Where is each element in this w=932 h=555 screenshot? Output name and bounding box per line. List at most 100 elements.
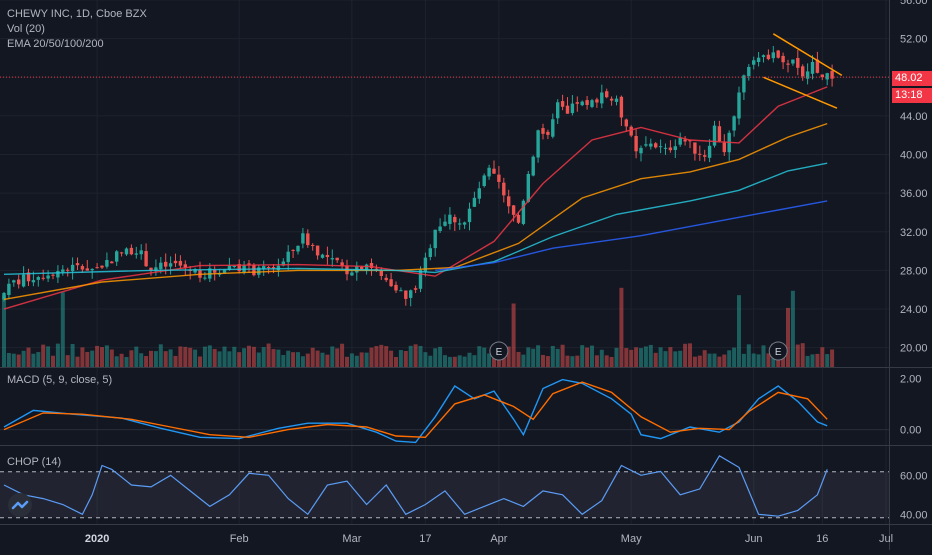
time-axis-label: May xyxy=(621,533,642,545)
candle xyxy=(492,160,496,174)
candle xyxy=(315,245,320,260)
volume-bar xyxy=(85,351,90,367)
volume-bar xyxy=(683,343,688,367)
candle xyxy=(649,138,653,150)
candle-body xyxy=(487,167,491,177)
volume-bar xyxy=(217,351,222,367)
earnings-marker: E xyxy=(768,341,788,361)
candle-body xyxy=(531,156,535,176)
volume-bar xyxy=(183,346,188,367)
candle-body xyxy=(438,226,442,231)
candle xyxy=(786,59,790,73)
pane-background xyxy=(0,446,889,524)
candle xyxy=(154,259,158,276)
candle xyxy=(717,120,722,143)
candle xyxy=(605,88,609,99)
candle xyxy=(707,139,712,163)
macd-axis-label: 2.00 xyxy=(900,373,921,385)
candle-body xyxy=(41,277,45,279)
candle-body xyxy=(281,261,285,266)
candle-body xyxy=(404,290,408,299)
macd-axis-label: 0.00 xyxy=(900,425,921,437)
candle-body xyxy=(384,277,388,281)
volume-bar xyxy=(75,356,80,367)
candle-body xyxy=(311,244,315,246)
volume-bar xyxy=(732,347,737,367)
candle-body xyxy=(159,262,163,270)
volume-bar xyxy=(599,349,604,367)
tradingview-logo[interactable] xyxy=(8,493,32,517)
volume-bar xyxy=(624,348,629,367)
candle-body xyxy=(570,103,575,114)
candle-body xyxy=(717,126,722,142)
candle-body xyxy=(330,258,334,260)
volume-bar xyxy=(506,346,511,367)
macd-legend[interactable]: MACD (5, 9, close, 5) xyxy=(7,374,113,386)
candle xyxy=(399,287,403,292)
candle xyxy=(801,64,805,81)
price-axis-label: 24.00 xyxy=(900,304,928,316)
candle xyxy=(266,265,271,274)
candle-body xyxy=(315,245,320,256)
time-axis-label: 17 xyxy=(419,533,431,545)
candle-body xyxy=(458,223,462,225)
volume-bar xyxy=(815,353,820,367)
candle-body xyxy=(737,92,741,119)
candle xyxy=(565,97,570,114)
volume-bar xyxy=(462,356,467,367)
candle-body xyxy=(213,269,217,273)
candle xyxy=(178,255,183,270)
candle-body xyxy=(418,269,423,289)
candle-body xyxy=(752,60,756,65)
volume-bar xyxy=(2,295,6,367)
chop-legend[interactable]: CHOP (14) xyxy=(7,456,62,468)
candle xyxy=(134,246,138,259)
candle xyxy=(688,140,692,149)
volume-legend[interactable]: Vol (20) xyxy=(7,23,45,35)
time-axis-label: Feb xyxy=(230,533,249,545)
candle-body xyxy=(801,66,805,77)
candle-body xyxy=(678,137,682,145)
volume-bar xyxy=(389,350,394,367)
candle xyxy=(629,125,633,138)
candle-body xyxy=(413,288,418,290)
volume-bar xyxy=(580,345,585,367)
candle-body xyxy=(266,267,271,269)
candle-body xyxy=(115,251,119,262)
candle xyxy=(796,49,800,76)
candle-body xyxy=(222,269,227,273)
candle xyxy=(570,95,575,116)
candle-body xyxy=(237,264,241,272)
candle-body xyxy=(423,257,428,272)
candle-body xyxy=(70,264,75,272)
symbol-legend[interactable]: CHEWY INC, 1D, Cboe BZX xyxy=(7,8,147,20)
volume-bar xyxy=(158,344,163,367)
candle xyxy=(56,265,60,284)
candle-body xyxy=(247,263,251,265)
candle-body xyxy=(595,99,599,103)
candle xyxy=(306,229,310,248)
candle-body xyxy=(712,125,717,146)
volume-bar xyxy=(374,346,379,367)
candle xyxy=(247,260,251,273)
candle xyxy=(340,259,344,269)
candle xyxy=(311,243,315,251)
volume-bar xyxy=(124,356,129,367)
volume-bar xyxy=(413,344,418,367)
volume-bar xyxy=(511,303,516,367)
volume-bar xyxy=(168,349,173,367)
candle-body xyxy=(443,221,447,226)
price-axis-label: 44.00 xyxy=(900,111,928,123)
ema-legend[interactable]: EMA 20/50/100/200 xyxy=(7,38,104,50)
candle-body xyxy=(585,100,589,105)
volume-bar xyxy=(178,346,183,367)
candle xyxy=(423,252,428,277)
candle xyxy=(428,244,432,261)
candle-body xyxy=(511,205,516,215)
candle xyxy=(487,164,491,180)
candle xyxy=(654,141,658,149)
volume-bar xyxy=(286,350,291,367)
volume-bar xyxy=(349,353,354,367)
